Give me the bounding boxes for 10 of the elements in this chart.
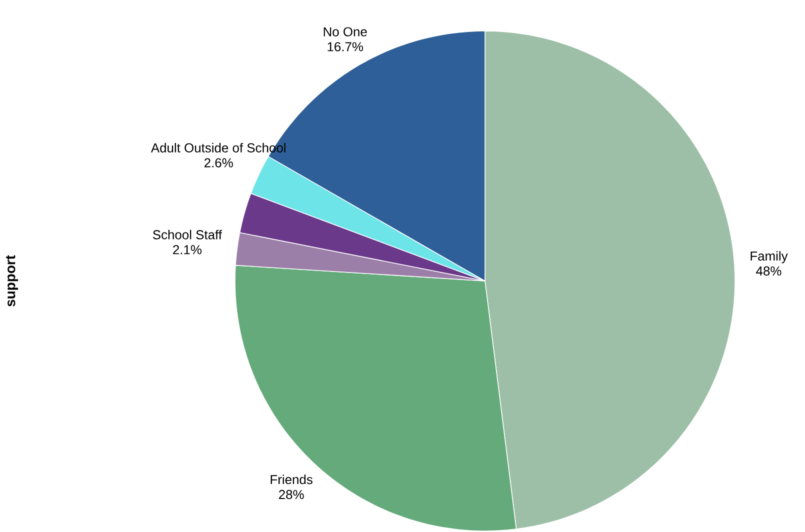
slice-label: No One — [324, 27, 367, 36]
data-label: 2.6% — [204, 158, 233, 168]
data-label: 28% — [279, 490, 304, 500]
slice-label: Family — [750, 251, 788, 264]
slice-label: Friends — [270, 474, 312, 484]
data-label: 16.7% — [328, 42, 364, 52]
data-label: 48% — [756, 266, 782, 276]
data-label: 2.1% — [173, 245, 202, 254]
text: support — [6, 255, 18, 306]
slice-label: School Staff — [152, 230, 222, 240]
